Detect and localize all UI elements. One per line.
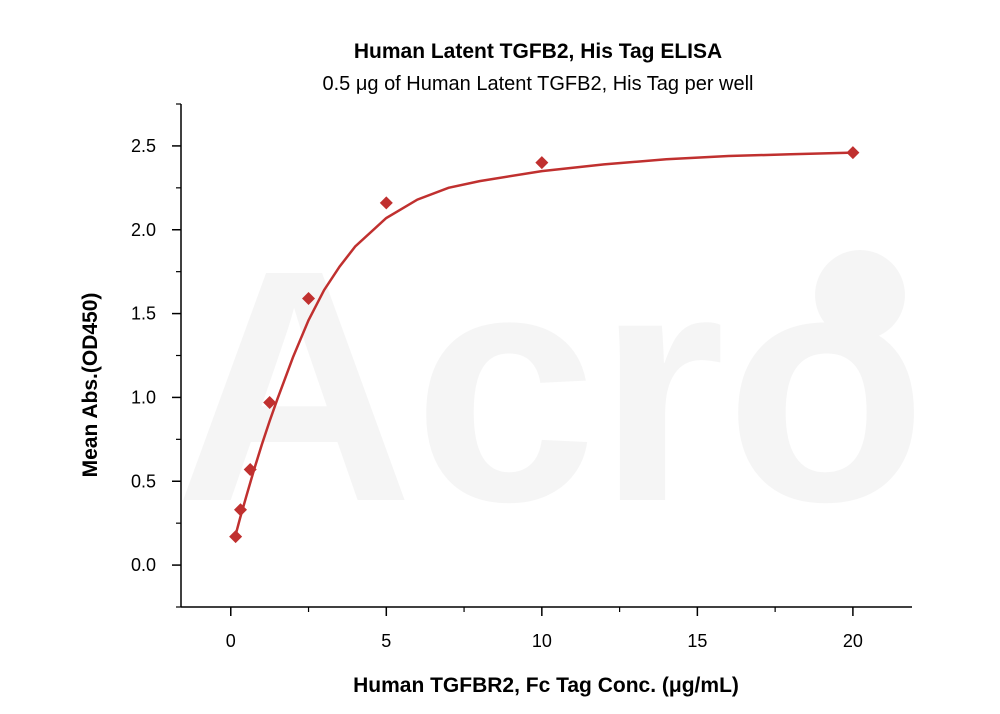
watermark-logo: Acro	[175, 201, 927, 570]
x-tick-label: 10	[532, 631, 552, 651]
data-point-diamond	[846, 146, 860, 160]
y-tick-label: 2.0	[131, 220, 156, 240]
y-axis-label: Mean Abs.(OD450)	[79, 293, 102, 478]
y-tick-label: 0.0	[131, 555, 156, 575]
x-axis-label: Human TGFBR2, Fc Tag Conc. (μg/mL)	[353, 674, 739, 697]
fit-curve-line	[234, 151, 853, 536]
data-point-diamond	[535, 156, 549, 170]
y-tick-label: 2.5	[131, 136, 156, 156]
data-point-diamond	[229, 530, 243, 544]
x-ticks: 0 5 10 15 20	[226, 607, 863, 651]
data-points	[229, 146, 860, 544]
chart-title: Human Latent TGFB2, His Tag ELISA	[354, 40, 722, 63]
y-ticks: 0.0 0.5 1.0 1.5 2.0 2.5	[131, 103, 181, 608]
svg-text:Acro: Acro	[175, 201, 927, 570]
data-point-diamond	[263, 395, 277, 409]
y-tick-label: 0.5	[131, 471, 156, 491]
y-tick-label: 1.5	[131, 304, 156, 324]
x-tick-label: 5	[381, 631, 391, 651]
data-point-diamond	[233, 503, 247, 517]
data-point-diamond	[379, 196, 393, 210]
x-tick-label: 15	[687, 631, 707, 651]
data-point-diamond	[243, 463, 257, 477]
data-point-diamond	[302, 291, 316, 305]
chart-subtitle: 0.5 μg of Human Latent TGFB2, His Tag pe…	[323, 73, 754, 95]
x-tick-label: 20	[843, 631, 863, 651]
x-tick-label: 0	[226, 631, 236, 651]
y-tick-label: 1.0	[131, 387, 156, 407]
